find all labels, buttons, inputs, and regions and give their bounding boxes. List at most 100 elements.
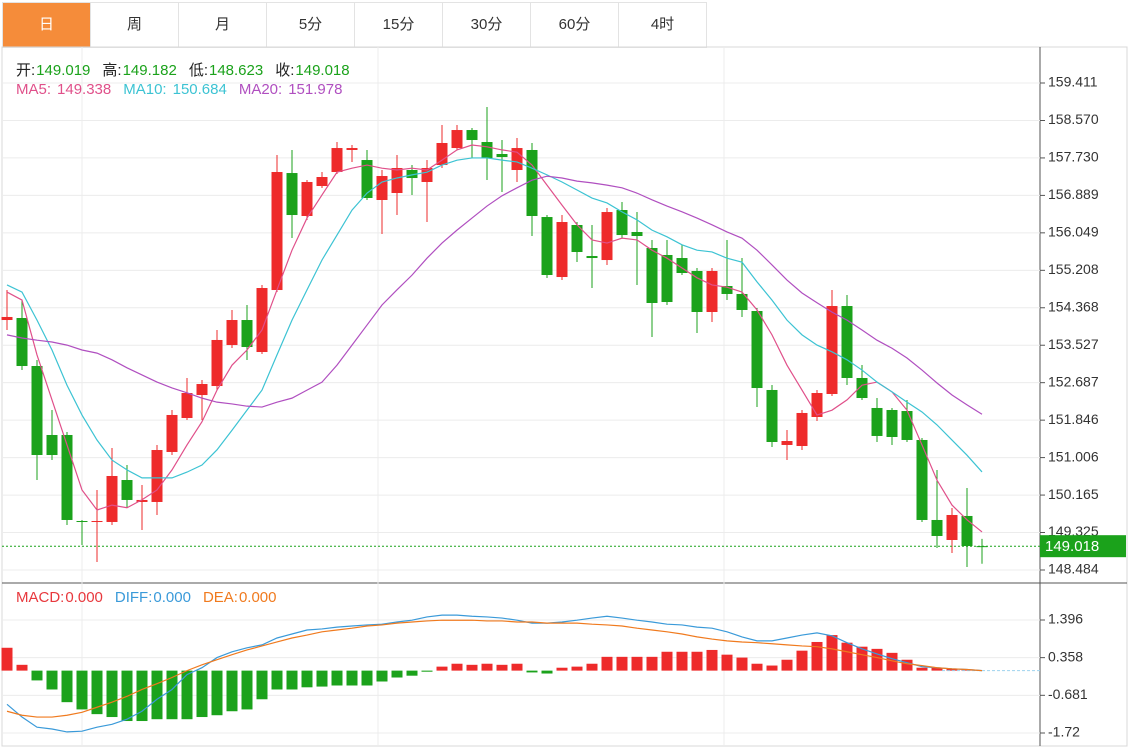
ma-line [6,157,983,479]
candle-body [481,142,493,159]
current-price-box [1040,535,1126,558]
macd-bar [241,670,253,710]
candle-body [556,222,568,278]
macd-bar [631,656,643,671]
y-tick-label: -1.72 [1048,724,1080,740]
period-tab[interactable]: 4时 [619,3,707,47]
macd-bar [811,641,823,671]
y-tick-label: 158.570 [1048,111,1099,127]
candle-body [271,172,283,291]
y-tick-label: 154.368 [1048,298,1099,314]
macd-bar [1,647,13,671]
macd-bar [106,670,118,718]
y-tick-label: 151.846 [1048,411,1099,427]
current-price-label: 149.018 [1045,538,1099,555]
candle-body [766,389,778,442]
y-tick-label: 153.527 [1048,336,1099,352]
macd-bar [826,635,838,671]
ohlc-value: 149.182 [122,62,177,79]
candle-body [496,154,508,158]
macd-bar [436,666,448,671]
macd-bar [676,651,688,671]
candle-body [901,411,913,440]
ma-line [6,175,983,415]
candle-body [121,480,133,500]
legend-value: 0.000 [153,589,191,606]
macd-bar [571,666,583,671]
macd-bar [316,670,328,687]
y-tick-label: 150.165 [1048,486,1099,502]
macd-bar [751,663,763,671]
period-tab[interactable]: 15分 [355,3,443,47]
ma-legend: MA5: 149.338 MA10: 150.684 MA20: 151.978 [16,81,354,98]
y-tick-label: 0.358 [1048,648,1083,664]
candle-body [391,167,403,193]
macd-bar [91,670,103,715]
macd-bar [451,663,463,671]
macd-bar [196,670,208,718]
macd-bar [346,670,358,686]
candle-body [376,176,388,200]
candle-body [226,320,238,346]
macd-bar [16,664,28,671]
macd-bar [901,659,913,671]
legend-name: DIFF: [114,589,153,606]
macd-bar [706,649,718,671]
candle-body [436,142,448,166]
macd-bar [181,670,193,720]
macd-bar [766,665,778,671]
legend-value: 149.338 [57,81,112,98]
macd-bar [361,670,373,686]
candle-body [346,148,358,150]
candle-body [961,515,973,547]
y-tick-label: 152.687 [1048,373,1099,389]
legend-name: MA5: [16,81,52,98]
y-tick-label: 155.208 [1048,261,1099,277]
candle-body [586,256,598,259]
macd-bar [841,642,853,671]
period-tab[interactable]: 5分 [267,3,355,47]
macd-bar [871,648,883,671]
macd-bar [526,670,538,673]
ohlc-legend: 开:149.019 高:149.182 低:148.623 收:149.018 [16,59,362,80]
candle-body [31,366,43,456]
legend-value: 0.000 [65,589,103,606]
macd-bar [256,670,268,700]
y-tick-label: 151.006 [1048,448,1099,464]
candle-body [646,247,658,303]
candle-body [46,434,58,456]
ohlc-value: 148.623 [208,62,264,79]
macd-bar [136,670,148,722]
macd-bar [481,663,493,671]
macd-bar [781,659,793,671]
period-tab[interactable]: 30分 [443,3,531,47]
candle-body [406,170,418,179]
macd-bar [421,670,433,672]
legend-value: 151.978 [288,81,343,98]
macd-bar [556,667,568,671]
macd-bar [76,670,88,710]
macd-bar [271,670,283,690]
macd-bar [376,670,388,682]
candle-body [181,393,193,419]
macd-bar [31,670,43,681]
y-tick-label: 157.730 [1048,149,1099,165]
period-tab[interactable]: 周 [91,3,179,47]
macd-line [6,614,983,733]
candle-body [241,320,253,348]
macd-bar [496,664,508,671]
candle-body [571,224,583,253]
macd-bar [466,664,478,671]
legend-value: 0.000 [238,589,277,606]
legend-value: 150.684 [172,81,227,98]
period-tab[interactable]: 60分 [531,3,619,47]
macd-bar [946,668,958,671]
candle-body [331,148,343,173]
period-tab[interactable]: 日 [3,3,91,47]
period-tab[interactable]: 月 [179,3,267,47]
candle-body [691,270,703,312]
candle-body [151,450,163,502]
candle-body [946,514,958,540]
candle-body [1,316,13,321]
